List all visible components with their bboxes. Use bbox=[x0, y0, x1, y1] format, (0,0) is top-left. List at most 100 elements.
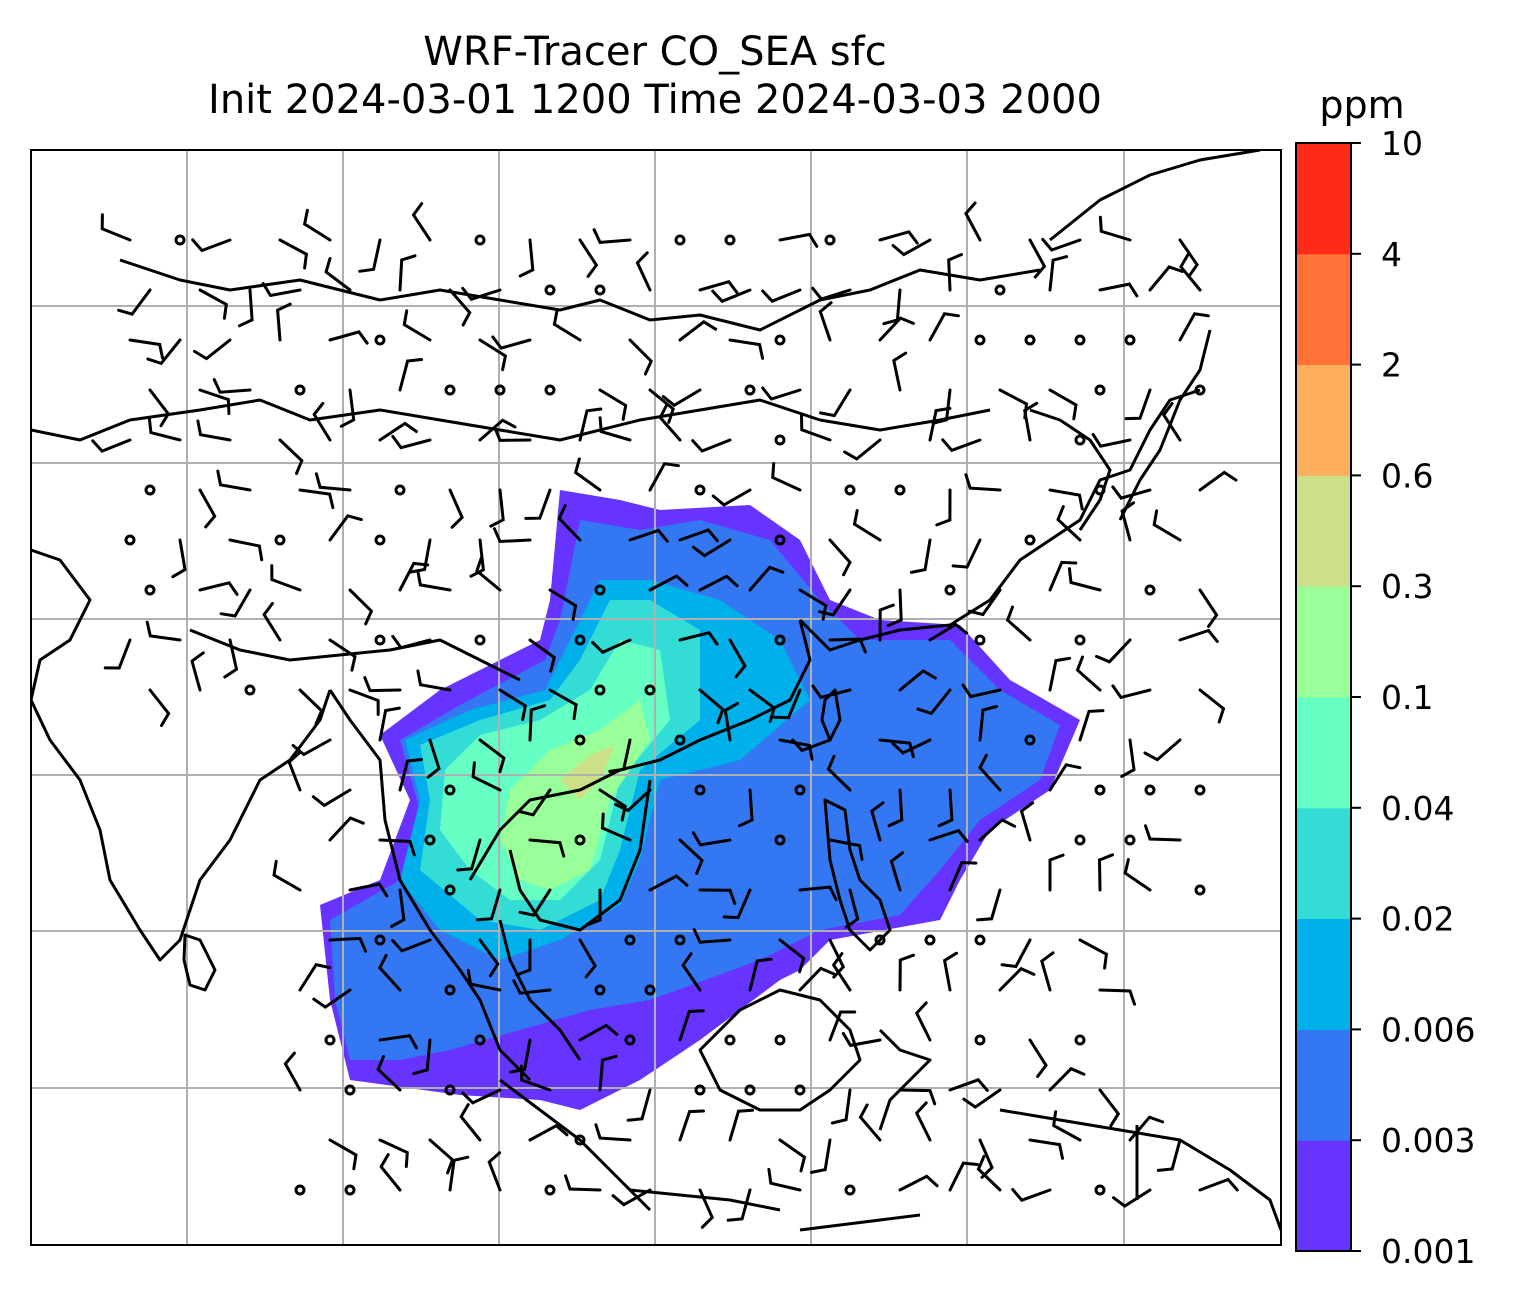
wind-barb bbox=[598, 1054, 618, 1092]
calm-wind-marker bbox=[244, 684, 256, 696]
calm-wind-marker bbox=[724, 1034, 736, 1046]
wind-barb bbox=[598, 388, 628, 421]
wind-barb bbox=[376, 1055, 402, 1092]
coast-malay-peninsula bbox=[498, 919, 582, 1061]
calm-wind-marker bbox=[644, 684, 656, 696]
wind-barb bbox=[728, 638, 747, 679]
wind-barb bbox=[648, 462, 680, 492]
wind-barb bbox=[528, 704, 547, 742]
wind-barb bbox=[328, 936, 368, 953]
wind-barb bbox=[358, 238, 382, 273]
wind-barb bbox=[889, 851, 904, 892]
wind-barb bbox=[761, 386, 802, 401]
wind-barb bbox=[778, 938, 806, 974]
colorbar-tick-label: 0.04 bbox=[1381, 789, 1454, 828]
wind-barb bbox=[843, 438, 882, 461]
wind-barb bbox=[831, 952, 852, 992]
wind-barb bbox=[811, 286, 852, 301]
wind-barb bbox=[328, 1138, 358, 1171]
wind-barb bbox=[328, 638, 357, 672]
wind-barb bbox=[737, 788, 754, 828]
wind-barb bbox=[909, 538, 932, 574]
colorbar-tick-label: 0.1 bbox=[1381, 678, 1433, 717]
wind-barb bbox=[193, 338, 232, 361]
wind-barb bbox=[456, 838, 482, 872]
calm-wind-marker bbox=[474, 1034, 486, 1046]
wind-barb bbox=[379, 1153, 402, 1192]
wind-barb bbox=[878, 603, 895, 642]
calm-wind-marker bbox=[974, 1034, 986, 1046]
coast-indochina-south bbox=[508, 779, 652, 932]
calm-wind-marker bbox=[1094, 784, 1106, 796]
wind-barb bbox=[411, 202, 432, 242]
wind-barb bbox=[145, 620, 182, 642]
wind-barb bbox=[515, 938, 532, 977]
wind-barb bbox=[1056, 505, 1082, 542]
wind-barb bbox=[698, 1188, 714, 1229]
wind-barb bbox=[635, 251, 652, 292]
wind-barb bbox=[878, 230, 919, 245]
wind-barb bbox=[591, 638, 632, 655]
wind-barb bbox=[1144, 824, 1182, 842]
colorbar-tick-label: 0.02 bbox=[1381, 900, 1454, 939]
colorbar-segment bbox=[1296, 475, 1351, 587]
wind-barb bbox=[412, 1038, 432, 1076]
calm-wind-marker bbox=[1024, 534, 1036, 546]
calm-wind-marker bbox=[1124, 834, 1136, 846]
gridlines bbox=[31, 150, 1281, 1245]
calm-wind-marker bbox=[374, 634, 386, 646]
wind-barb bbox=[1005, 605, 1032, 642]
wind-barb bbox=[378, 421, 418, 442]
calm-wind-marker bbox=[344, 1184, 356, 1196]
wind-barb bbox=[967, 588, 1002, 617]
wind-barb bbox=[1052, 1110, 1082, 1142]
wind-barb bbox=[128, 338, 165, 360]
calm-wind-marker bbox=[544, 384, 556, 396]
wind-barb bbox=[711, 488, 752, 507]
wind-barb bbox=[678, 528, 719, 543]
calm-wind-marker bbox=[374, 534, 386, 546]
wind-barb bbox=[276, 302, 292, 342]
wind-barb bbox=[698, 688, 725, 725]
colorbar-tick-label: 2 bbox=[1381, 346, 1402, 385]
wind-barb bbox=[942, 951, 958, 992]
calm-wind-marker bbox=[1094, 484, 1106, 496]
calm-wind-marker bbox=[144, 584, 156, 596]
wind-barb bbox=[402, 309, 432, 342]
wind-barb bbox=[678, 319, 718, 342]
wind-barb bbox=[1028, 1038, 1048, 1078]
wind-barb bbox=[928, 312, 960, 342]
wind-barb bbox=[339, 388, 356, 428]
field-level-03 bbox=[560, 745, 615, 800]
wind-barb bbox=[519, 1064, 552, 1092]
wind-barb bbox=[726, 1188, 752, 1222]
wind-barb bbox=[818, 588, 852, 617]
calm-wind-marker bbox=[974, 334, 986, 346]
calm-wind-marker bbox=[374, 934, 386, 946]
wind-barb bbox=[928, 828, 969, 843]
wind-barb bbox=[1048, 1066, 1086, 1092]
wind-barb bbox=[314, 472, 352, 492]
wind-barb bbox=[748, 957, 773, 992]
wind-barb bbox=[198, 581, 239, 596]
wind-barb bbox=[146, 338, 182, 366]
wind-barb bbox=[928, 622, 969, 642]
wind-barb bbox=[518, 888, 552, 917]
wind-barb bbox=[198, 288, 228, 320]
calm-wind-marker bbox=[1194, 884, 1206, 896]
colorbar-segment bbox=[1296, 364, 1351, 476]
wind-barb bbox=[914, 1101, 932, 1142]
wind-barb bbox=[691, 438, 732, 453]
coast-java bbox=[629, 1188, 781, 1212]
wind-barb bbox=[767, 1167, 802, 1192]
wind-barb bbox=[678, 1109, 705, 1142]
wind-barb bbox=[578, 407, 603, 442]
wind-barb bbox=[348, 688, 380, 716]
wind-barb bbox=[391, 634, 432, 650]
wind-barb bbox=[548, 588, 578, 621]
wind-barb bbox=[1198, 470, 1238, 492]
wind-barb bbox=[948, 1078, 989, 1092]
border-himalaya bbox=[189, 628, 521, 682]
wind-barb bbox=[1098, 1088, 1121, 1128]
calm-wind-marker bbox=[444, 1084, 456, 1096]
